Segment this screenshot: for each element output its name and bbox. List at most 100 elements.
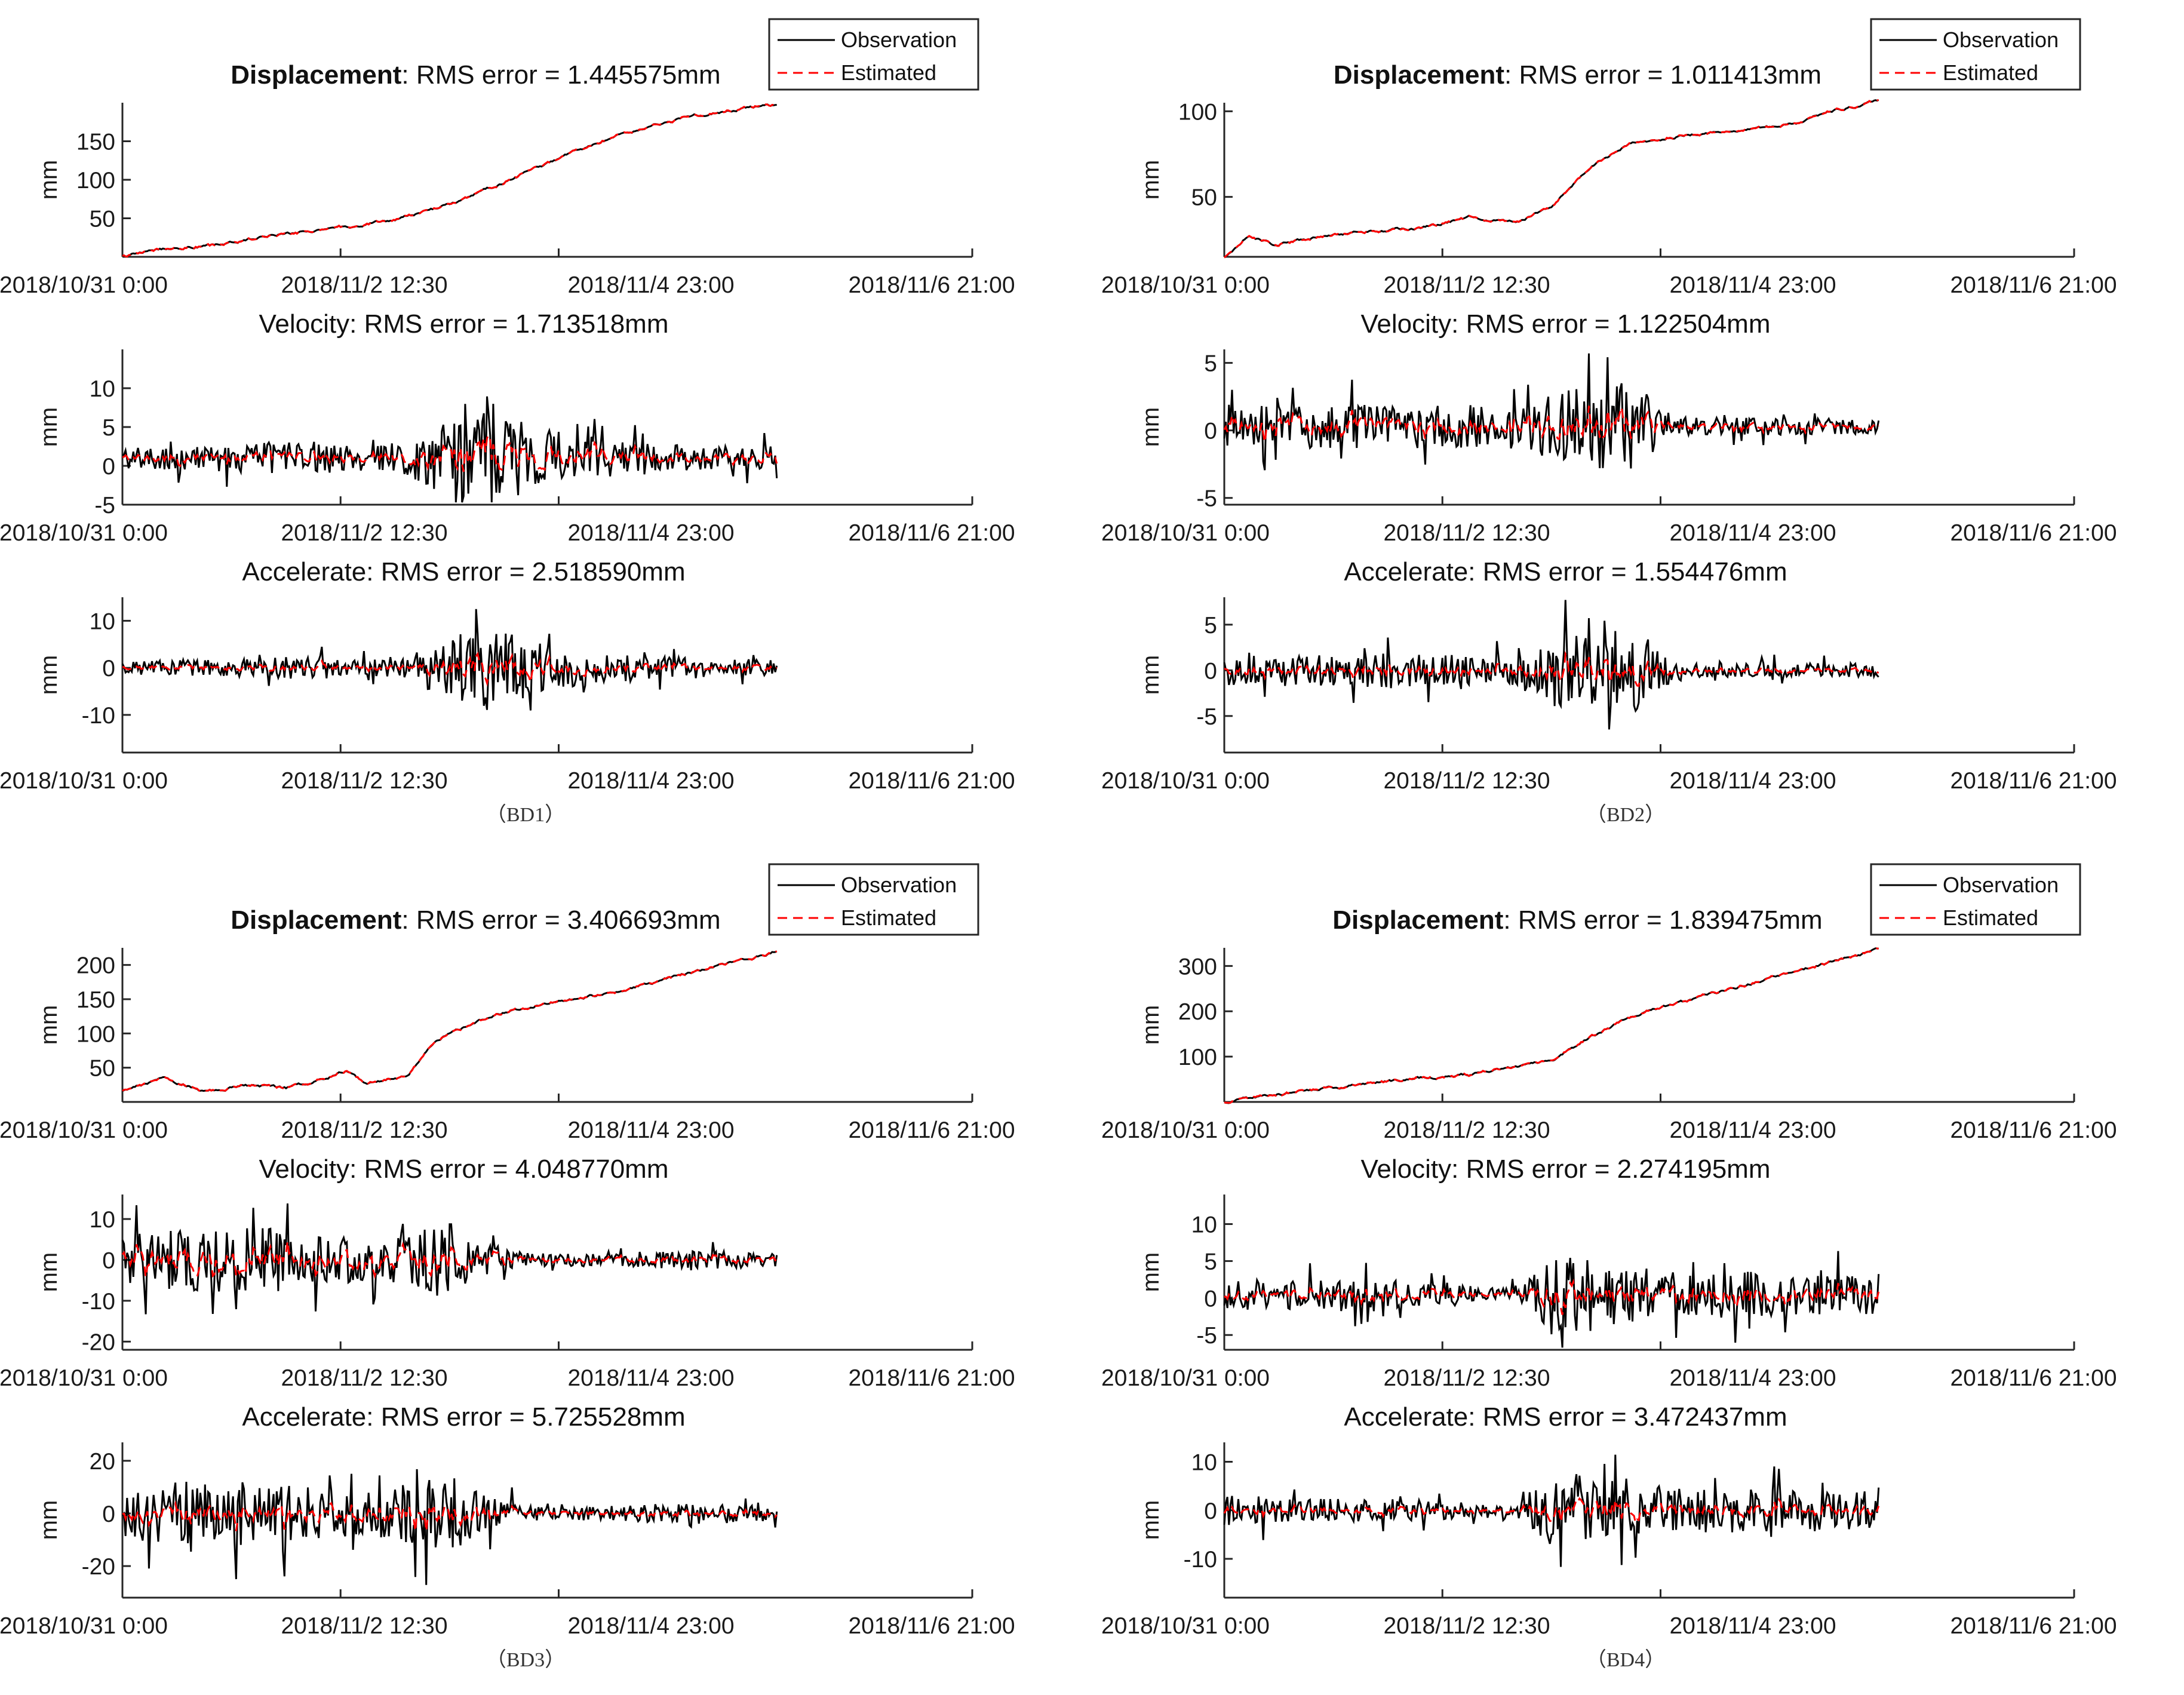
- x-tick-label: 2018/11/4 23:00: [567, 1613, 734, 1639]
- y-tick-label: 0: [1204, 658, 1217, 684]
- y-tick-label: 50: [1191, 185, 1217, 211]
- x-tick-label: 2018/10/31 0:00: [1101, 1117, 1270, 1143]
- y-axis-label: mm: [1138, 655, 1164, 695]
- subplot-title: Accelerate: RMS error = 3.472437mm: [1344, 1402, 1787, 1432]
- x-tick-label: 2018/11/4 23:00: [1669, 520, 1836, 546]
- legend-estimated-label: Estimated: [1943, 60, 2038, 85]
- observation-series-line: [1223, 1251, 1880, 1348]
- subplot-title: Accelerate: RMS error = 5.725528mm: [242, 1402, 685, 1432]
- x-tick-label: 2018/11/6 21:00: [1950, 1613, 2117, 1639]
- x-tick-label: 2018/11/6 21:00: [1950, 1365, 2117, 1391]
- y-tick-label: -5: [94, 493, 115, 518]
- x-tick-label: 2018/11/4 23:00: [567, 768, 734, 794]
- x-tick-label: 2018/11/4 23:00: [567, 520, 734, 546]
- y-tick-label: 10: [90, 376, 115, 402]
- y-tick-label: 300: [1178, 954, 1217, 979]
- x-tick-label: 2018/11/2 12:30: [281, 768, 447, 794]
- x-tick-label: 2018/11/2 12:30: [281, 1117, 447, 1143]
- y-tick-label: 100: [76, 168, 115, 194]
- legend-observation-label: Observation: [1943, 27, 2059, 52]
- y-tick-label: 150: [76, 987, 115, 1013]
- x-tick-label: 2018/11/6 21:00: [848, 272, 1015, 298]
- y-axis-label: mm: [1138, 1005, 1164, 1045]
- displacement-subplot: 100 200 300 mm Displacement: RMS error = 1.8…: [1101, 863, 2117, 1143]
- title-rest-part: : RMS error = 1.839475mm: [1503, 905, 1822, 935]
- accelerate-subplot: -5 0 5 mm Accelerate: RMS error = 1.554476mm…: [1101, 557, 2117, 794]
- y-axis-label: mm: [1138, 1500, 1164, 1540]
- y-tick-label: 0: [102, 1248, 115, 1273]
- x-tick-label: 2018/11/6 21:00: [1950, 272, 2117, 298]
- subplot-title: Accelerate: RMS error = 2.518590mm: [242, 557, 685, 587]
- displacement-subplot: 50 100 mm Displacement: RMS error = 1.01141…: [1101, 18, 2117, 298]
- y-tick-label: 0: [102, 656, 115, 681]
- title-bold-part: Displacement: [231, 60, 401, 90]
- panel-caption: （BD3）: [486, 1648, 565, 1671]
- accelerate-subplot: -10 0 10 mm Accelerate: RMS error = 2.518590…: [0, 557, 1015, 794]
- x-tick-label: 2018/11/2 12:30: [1383, 1613, 1550, 1639]
- legend-observation-label: Observation: [841, 27, 957, 52]
- panel-caption: （BD4）: [1586, 1648, 1665, 1671]
- panel-caption: （BD2）: [1586, 803, 1665, 826]
- y-tick-label: 10: [90, 1207, 115, 1233]
- y-tick-label: 10: [1191, 1212, 1217, 1238]
- y-tick-label: 5: [102, 415, 115, 441]
- velocity-subplot: -5 0 5 mm Velocity: RMS error = 1.122504mm 20…: [1101, 309, 2117, 546]
- x-tick-label: 2018/10/31 0:00: [0, 272, 168, 298]
- x-tick-label: 2018/11/4 23:00: [1669, 1117, 1836, 1143]
- x-tick-label: 2018/11/2 12:30: [1383, 1117, 1550, 1143]
- subplot-title: Velocity: RMS error = 2.274195mm: [1361, 1154, 1771, 1184]
- observation-series-line: [1224, 99, 1879, 259]
- x-tick-label: 2018/11/2 12:30: [1383, 768, 1550, 794]
- y-tick-label: -10: [82, 1289, 115, 1315]
- x-tick-label: 2018/11/6 21:00: [848, 1117, 1015, 1143]
- estimated-series-line: [122, 432, 778, 473]
- estimated-series-line: [122, 950, 778, 1092]
- title-bold-part: Displacement: [1334, 60, 1504, 90]
- x-tick-label: 2018/11/2 12:30: [1383, 272, 1550, 298]
- subplot-title: Displacement: RMS error = 1.445575mm: [231, 60, 720, 90]
- observation-series-line: [1223, 353, 1880, 471]
- estimated-series-line: [1224, 947, 1879, 1104]
- y-tick-label: 50: [90, 207, 115, 232]
- x-tick-label: 2018/11/4 23:00: [567, 272, 734, 298]
- y-tick-label: 10: [1191, 1450, 1217, 1476]
- velocity-subplot: -20 -10 0 10 mm Velocity: RMS error = 4.04877…: [0, 1154, 1015, 1391]
- x-tick-label: 2018/11/2 12:30: [281, 1613, 447, 1639]
- y-tick-label: 200: [76, 953, 115, 979]
- y-tick-label: 100: [1178, 1045, 1217, 1070]
- y-tick-label: -10: [82, 703, 115, 729]
- observation-series-line: [121, 1469, 778, 1585]
- x-tick-label: 2018/11/6 21:00: [848, 1613, 1015, 1639]
- y-axis-label: mm: [1138, 160, 1164, 200]
- x-tick-label: 2018/10/31 0:00: [1101, 1365, 1270, 1391]
- y-axis-label: mm: [36, 655, 62, 695]
- y-tick-label: 0: [102, 1501, 115, 1527]
- velocity-subplot: -5 0 5 10 mm Velocity: RMS error = 1.713518mm…: [0, 309, 1015, 546]
- estimated-series-line: [1224, 99, 1879, 259]
- title-rest-part: : RMS error = 3.406693mm: [401, 905, 720, 935]
- x-tick-label: 2018/10/31 0:00: [1101, 520, 1270, 546]
- y-tick-label: 20: [90, 1449, 115, 1475]
- x-tick-label: 2018/11/6 21:00: [848, 520, 1015, 546]
- y-axis-label: mm: [1138, 1252, 1164, 1292]
- x-tick-label: 2018/10/31 0:00: [1101, 1613, 1270, 1639]
- y-axis-label: mm: [36, 160, 62, 200]
- y-axis-label: mm: [36, 407, 62, 447]
- x-tick-label: 2018/10/31 0:00: [0, 1613, 168, 1639]
- legend-box: [768, 863, 979, 936]
- x-tick-label: 2018/10/31 0:00: [0, 1117, 168, 1143]
- y-axis-label: mm: [36, 1500, 62, 1540]
- y-tick-label: 5: [1204, 613, 1217, 638]
- x-tick-label: 2018/11/6 21:00: [1950, 520, 2117, 546]
- estimated-series-line: [121, 1240, 778, 1280]
- estimated-series-line: [1223, 406, 1879, 443]
- x-tick-label: 2018/11/4 23:00: [1669, 272, 1836, 298]
- x-tick-label: 2018/11/6 21:00: [1950, 768, 2117, 794]
- x-tick-label: 2018/11/4 23:00: [1669, 1365, 1836, 1391]
- observation-series-line: [122, 103, 777, 257]
- estimated-series-line: [1224, 1278, 1880, 1315]
- observation-series-line: [122, 396, 778, 503]
- observation-series-line: [1223, 600, 1879, 730]
- y-axis-label: mm: [1138, 407, 1164, 447]
